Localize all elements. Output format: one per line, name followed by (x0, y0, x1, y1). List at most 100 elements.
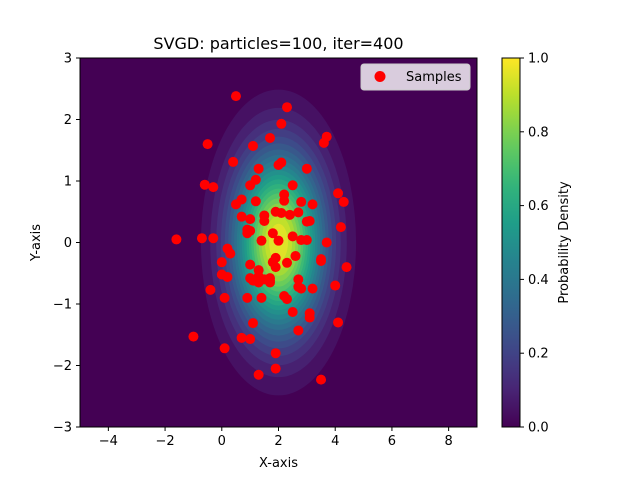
sample-point (242, 292, 253, 303)
legend-box (360, 63, 471, 91)
sample-point (247, 318, 258, 329)
sample-point (316, 374, 327, 385)
sample-point (296, 196, 307, 207)
sample-point (296, 283, 307, 294)
colorbar-tick-label: 0.6 (528, 199, 549, 214)
sample-point (216, 257, 227, 268)
sample-point (333, 317, 344, 328)
sample-point (301, 163, 312, 174)
sample-point (228, 156, 239, 167)
colorbar-tick-label: 0.0 (528, 421, 549, 436)
y-axis-label: Y-axis (29, 224, 44, 262)
sample-point (236, 211, 247, 222)
sample-point (245, 225, 256, 236)
sample-point (293, 274, 304, 285)
sample-point (222, 271, 233, 282)
y-tick-label: 2 (64, 113, 72, 128)
colorbar-tick-label: 0.4 (528, 273, 549, 288)
y-tick-label: 3 (64, 52, 72, 67)
sample-point (276, 207, 287, 218)
sample-point (341, 262, 352, 273)
sample-point (318, 137, 329, 148)
x-axis-label: X-axis (259, 456, 298, 471)
y-tick-label: −3 (53, 421, 72, 436)
sample-point (256, 292, 267, 303)
sample-point (245, 334, 256, 345)
sample-point (293, 207, 304, 218)
sample-point (321, 237, 332, 248)
sample-point (338, 196, 349, 207)
sample-point (264, 132, 275, 143)
colorbar-label: Probability Density (557, 181, 572, 304)
sample-point (253, 277, 264, 288)
sample-point (196, 233, 207, 244)
scatter-points (171, 91, 352, 385)
sample-point (219, 292, 230, 303)
sample-point (287, 306, 298, 317)
sample-point (230, 91, 241, 102)
x-tick-label: 0 (218, 434, 226, 449)
x-tick-label: 2 (274, 434, 282, 449)
sample-point (287, 180, 298, 191)
sample-point (259, 215, 270, 226)
sample-point (282, 102, 293, 113)
sample-point (188, 331, 199, 342)
colorbar-frame (501, 57, 521, 428)
colorbar: 0.0 0.2 0.4 0.6 0.8 1.0 Probability Density (501, 52, 572, 436)
y-tick-label: 1 (64, 175, 72, 190)
colorbar-tick-label: 0.2 (528, 347, 549, 362)
colorbar-gradient (502, 58, 520, 427)
sample-point (335, 222, 346, 233)
x-tick-label: −2 (155, 434, 174, 449)
sample-point (304, 312, 315, 323)
sample-point (304, 215, 315, 226)
colorbar-tick-label: 1.0 (528, 52, 549, 67)
sample-point (247, 140, 258, 151)
sample-point (253, 163, 264, 174)
colorbar-tick-label: 0.8 (528, 125, 549, 140)
sample-point (307, 283, 318, 294)
sample-point (307, 199, 318, 210)
x-tick-label: 8 (445, 434, 453, 449)
sample-point (282, 257, 293, 268)
sample-point (316, 255, 327, 266)
sample-point (267, 228, 278, 239)
sample-point (245, 259, 256, 270)
y-axis-ticks: −3 −2 −1 0 1 2 3 (53, 52, 80, 436)
sample-point (270, 348, 281, 359)
sample-point (276, 118, 287, 129)
sample-point (293, 325, 304, 336)
plot-area (79, 57, 478, 428)
sample-point (301, 235, 312, 246)
y-tick-label: −1 (53, 298, 72, 313)
legend-marker-samples (374, 71, 386, 82)
sample-point (282, 294, 293, 305)
sample-point (208, 182, 219, 193)
sample-point (199, 179, 210, 190)
sample-point (236, 332, 247, 343)
sample-point (250, 196, 261, 207)
sample-point (250, 174, 261, 185)
sample-point (264, 275, 275, 286)
sample-point (333, 188, 344, 199)
sample-point (330, 280, 341, 291)
sample-point (253, 369, 264, 380)
y-tick-label: 0 (64, 236, 72, 251)
sample-point (279, 195, 290, 206)
x-axis-ticks: −4 −2 0 2 4 6 8 (99, 427, 453, 449)
sample-point (225, 248, 236, 259)
legend-label-samples: Samples (406, 70, 462, 85)
chart-title: SVGD: particles=100, iter=400 (153, 34, 403, 53)
sample-point (205, 284, 216, 295)
sample-point (208, 233, 219, 244)
sample-point (219, 343, 230, 354)
sample-point (270, 262, 281, 273)
sample-point (256, 235, 267, 246)
sample-point (236, 194, 247, 205)
sample-point (290, 251, 301, 262)
sample-point (273, 235, 284, 246)
sample-point (171, 234, 182, 245)
colorbar-ticks: 0.0 0.2 0.4 0.6 0.8 1.0 (520, 52, 549, 436)
sample-point (202, 139, 213, 150)
